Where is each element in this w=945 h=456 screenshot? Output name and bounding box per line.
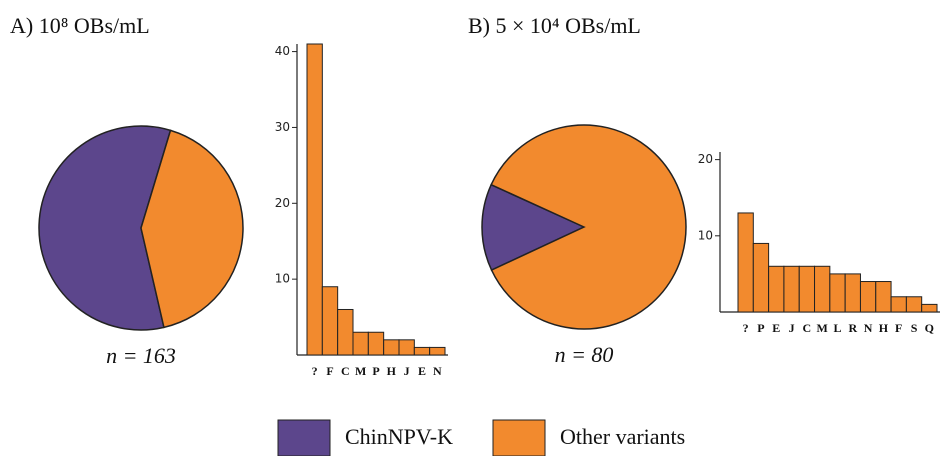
y-tick-label: 40 (275, 44, 290, 58)
bar (429, 346, 446, 356)
legend-swatch (492, 419, 546, 456)
x-tick-label: F (895, 321, 902, 335)
pie-slice (38, 125, 172, 331)
x-tick-label: R (848, 321, 857, 335)
x-tick-label: H (387, 364, 397, 378)
bar (798, 265, 816, 313)
panel-title: B) 5 × 10⁴ OBs/mL (468, 13, 641, 38)
sample-size: n = 80 (555, 342, 614, 367)
bar (783, 265, 800, 313)
x-tick-label: J (789, 321, 795, 335)
bar (859, 281, 877, 313)
y-tick-label: 10 (698, 228, 713, 242)
y-tick-label: 10 (275, 272, 290, 286)
x-tick-label: ? (743, 321, 749, 335)
bar (352, 331, 369, 356)
x-tick-label: ? (312, 364, 318, 378)
x-tick-label: M (355, 364, 366, 378)
x-tick-label: N (864, 321, 873, 335)
x-tick-label: C (803, 321, 812, 335)
x-tick-label: H (879, 321, 889, 335)
y-tick-label: 20 (275, 196, 290, 210)
bar (737, 212, 754, 313)
x-tick-label: F (326, 364, 333, 378)
legend-label: ChinNPV-K (345, 424, 453, 449)
x-tick-label: N (433, 364, 442, 378)
pie-slice (481, 183, 586, 272)
bar (337, 308, 354, 356)
x-tick-label: M (817, 321, 828, 335)
bar (814, 265, 831, 313)
y-tick-label: 20 (698, 152, 713, 166)
sample-size: n = 163 (106, 343, 176, 368)
pie-slice (490, 124, 687, 330)
x-tick-label: C (341, 364, 350, 378)
bar (367, 331, 385, 356)
x-tick-label: P (372, 364, 379, 378)
bar (752, 242, 770, 313)
y-tick-label: 30 (275, 120, 290, 134)
legend-swatch (277, 419, 331, 456)
bar (829, 273, 846, 313)
x-tick-label: Q (925, 321, 934, 335)
panel-title: A) 10⁸ OBs/mL (10, 13, 150, 38)
bar (768, 265, 785, 313)
x-tick-label: E (418, 364, 426, 378)
bar (875, 281, 892, 313)
x-tick-label: L (833, 321, 841, 335)
legend-label: Other variants (560, 424, 685, 449)
bar (321, 286, 339, 356)
bar (306, 43, 323, 356)
bar (383, 339, 400, 356)
x-tick-label: P (757, 321, 764, 335)
x-tick-label: J (404, 364, 410, 378)
bar (905, 296, 923, 313)
x-tick-label: E (772, 321, 780, 335)
bar (413, 346, 431, 356)
bar (398, 339, 415, 356)
bar (921, 303, 938, 313)
bar (844, 273, 861, 313)
bar (890, 296, 907, 313)
x-tick-label: S (911, 321, 918, 335)
pie-slice (140, 129, 244, 329)
